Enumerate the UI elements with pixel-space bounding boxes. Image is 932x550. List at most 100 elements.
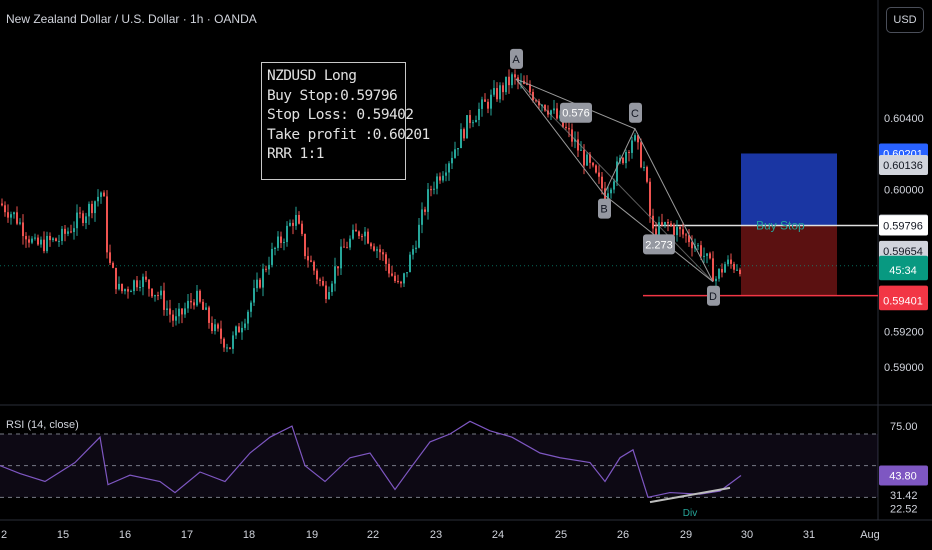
candle-body [112, 262, 114, 268]
candle-body [115, 267, 117, 290]
note-line: Take profit :0.60201 [267, 126, 430, 143]
candle-body [586, 154, 588, 166]
time-tick: 31 [803, 529, 815, 541]
time-tick: 16 [119, 529, 131, 541]
candle-body [265, 268, 267, 270]
candle-body [262, 268, 264, 288]
candle-body [451, 157, 453, 164]
candle-body [679, 226, 681, 230]
candle-body [376, 249, 378, 251]
candle-body [16, 212, 18, 224]
candle-body [550, 110, 552, 115]
price-label: 0.60136 [883, 160, 923, 172]
candle-body [622, 157, 624, 164]
rsi-divergence-line [649, 486, 731, 504]
candle-body [163, 290, 165, 310]
candle-body [127, 289, 129, 292]
candle-body [82, 213, 84, 223]
candle-body [22, 222, 24, 237]
candle-body [643, 167, 645, 169]
candle-body [58, 240, 60, 242]
candle-body [187, 300, 189, 309]
candle-body [661, 222, 663, 226]
buy-stop-label: Buy Stop [756, 219, 805, 233]
candle-body [634, 135, 636, 141]
candle-body [205, 307, 207, 310]
candle-body [625, 152, 627, 164]
candle-body [592, 162, 594, 166]
candle-body [196, 290, 198, 306]
note-line: NZDUSD Long [267, 68, 357, 84]
candle-body [403, 273, 405, 284]
candle-body [328, 292, 330, 300]
candle-body [280, 236, 282, 243]
price-label-box [879, 155, 928, 176]
candle-body [217, 324, 219, 329]
price-tick: 0.59000 [884, 362, 924, 374]
candle-body [88, 203, 90, 217]
candle-body [70, 231, 72, 233]
candle-body [211, 322, 213, 332]
time-tick: 2 [1, 529, 7, 541]
candle-body [598, 172, 600, 177]
candle-body [151, 288, 153, 297]
candle-body [385, 254, 387, 264]
candle-body [73, 228, 75, 233]
candle-body [472, 122, 474, 124]
candle-body [640, 142, 642, 168]
candle-body [604, 188, 606, 201]
price-label: 0.59654 [883, 246, 923, 258]
currency-button[interactable]: USD [886, 7, 924, 33]
candle-body [184, 308, 186, 315]
ratio-label-box [643, 234, 675, 255]
candle-body [475, 119, 477, 123]
candle-body [739, 269, 741, 275]
ratio-label: 2.273 [645, 239, 673, 251]
time-tick: 25 [555, 529, 567, 541]
candle-body [316, 270, 318, 280]
candle-body [496, 88, 498, 100]
candle-body [691, 242, 693, 249]
candle-body [55, 238, 57, 242]
candle-body [631, 140, 633, 153]
candle-body [457, 148, 459, 150]
pattern-label-a-box [510, 48, 523, 69]
candle-body [103, 192, 105, 197]
price-label: 0.59796 [883, 221, 923, 233]
pattern-label-d: D [709, 291, 717, 303]
candle-body [34, 237, 36, 239]
candle-body [370, 243, 372, 247]
candle-body [289, 222, 291, 226]
candle-body [418, 224, 420, 248]
candle-body [670, 223, 672, 226]
candle-body [268, 264, 270, 270]
note-line: RRR 1:1 [267, 146, 325, 162]
candle-body [1, 203, 3, 206]
candle-body [97, 196, 99, 202]
ratio-label-box [560, 102, 592, 123]
candle-body [118, 283, 120, 290]
candle-body [31, 238, 33, 243]
pattern-label-a: A [512, 54, 520, 66]
price-label: 45:34 [889, 265, 917, 277]
candle-body [193, 302, 195, 306]
candle-body [124, 289, 126, 292]
candle-body [235, 326, 237, 336]
candle-body [610, 189, 612, 194]
candle-body [40, 239, 42, 245]
candle-body [142, 276, 144, 287]
candle-body [94, 201, 96, 214]
candle-body [169, 308, 171, 315]
candle-body [655, 228, 657, 239]
candle-body [64, 228, 66, 234]
candle-body [133, 280, 135, 292]
candle-body [718, 268, 720, 279]
pattern-label-b-box [598, 198, 611, 219]
candle-body [199, 290, 201, 302]
candle-body [352, 229, 354, 239]
candle-body [616, 161, 618, 182]
candle-body [511, 74, 513, 86]
candle-body [682, 229, 684, 235]
time-tick: Aug [860, 529, 880, 541]
